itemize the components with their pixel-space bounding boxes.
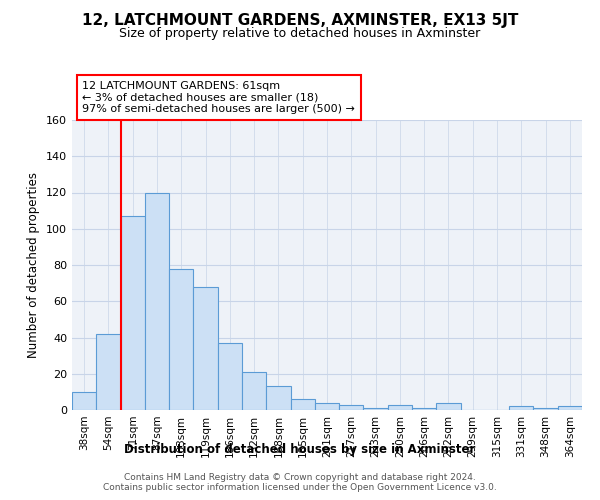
Bar	[193, 287, 218, 410]
Text: 12, LATCHMOUNT GARDENS, AXMINSTER, EX13 5JT: 12, LATCHMOUNT GARDENS, AXMINSTER, EX13 …	[82, 12, 518, 28]
Bar	[339, 404, 364, 410]
Bar	[218, 343, 242, 410]
Bar	[436, 403, 461, 410]
Bar	[509, 406, 533, 410]
Bar	[96, 334, 121, 410]
Text: Distribution of detached houses by size in Axminster: Distribution of detached houses by size …	[124, 442, 476, 456]
Bar	[388, 404, 412, 410]
Bar	[315, 403, 339, 410]
Text: Contains HM Land Registry data © Crown copyright and database right 2024.
Contai: Contains HM Land Registry data © Crown c…	[103, 472, 497, 492]
Bar	[412, 408, 436, 410]
Text: Size of property relative to detached houses in Axminster: Size of property relative to detached ho…	[119, 28, 481, 40]
Bar	[242, 372, 266, 410]
Bar	[533, 408, 558, 410]
Bar	[169, 268, 193, 410]
Bar	[145, 192, 169, 410]
Bar	[364, 408, 388, 410]
Bar	[121, 216, 145, 410]
Bar	[558, 406, 582, 410]
Bar	[72, 392, 96, 410]
Bar	[290, 399, 315, 410]
Text: 12 LATCHMOUNT GARDENS: 61sqm
← 3% of detached houses are smaller (18)
97% of sem: 12 LATCHMOUNT GARDENS: 61sqm ← 3% of det…	[82, 81, 355, 114]
Y-axis label: Number of detached properties: Number of detached properties	[28, 172, 40, 358]
Bar	[266, 386, 290, 410]
